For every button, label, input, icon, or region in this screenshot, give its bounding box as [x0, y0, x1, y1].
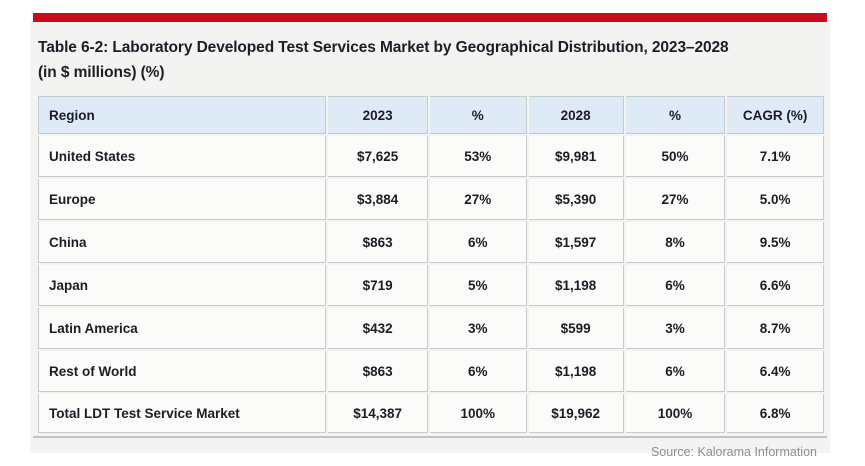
top-accent-bar: [33, 13, 827, 22]
cell-2023-value: $719: [328, 265, 428, 307]
table-row-europe: Europe $3,884 27% $5,390 27% 5.0%: [38, 179, 824, 221]
cell-2028-value: $1,198: [528, 351, 624, 393]
header-row: Region 2023 % 2028 % CAGR (%): [38, 96, 824, 135]
column-header-2023: 2023: [328, 96, 428, 135]
table-title-line1: Table 6-2: Laboratory Developed Test Ser…: [38, 39, 729, 56]
cell-2028-value: $1,198: [528, 265, 624, 307]
table-title-line2: (in $ millions) (%): [38, 64, 165, 82]
cell-2023-value: $863: [328, 351, 428, 393]
table-row-latin-america: Latin America $432 3% $599 3% 8.7%: [38, 308, 824, 350]
table-body: United States $7,625 53% $9,981 50% 7.1%…: [38, 136, 824, 434]
cell-2028-value: $599: [528, 308, 624, 350]
cell-region: United States: [38, 136, 327, 178]
cell-2028-share: 50%: [625, 136, 726, 178]
cell-2028-share: 6%: [625, 351, 726, 393]
cell-2028-value-total: $19,962: [528, 394, 624, 434]
table-row-rest-of-world: Rest of World $863 6% $1,198 6% 6.4%: [38, 351, 824, 393]
table-row-japan: Japan $719 5% $1,198 6% 6.6%: [38, 265, 824, 307]
cell-2023-share: 6%: [429, 222, 527, 264]
cell-2028-value: $5,390: [528, 179, 624, 221]
cell-cagr: 8.7%: [727, 308, 824, 350]
cell-2028-share: 27%: [625, 179, 726, 221]
cell-2023-value: $7,625: [328, 136, 428, 178]
cell-cagr: 6.4%: [727, 351, 824, 393]
cell-2028-value: $9,981: [528, 136, 624, 178]
table-header: Region 2023 % 2028 % CAGR (%): [38, 96, 824, 135]
report-panel: Table 6-2: Laboratory Developed Test Ser…: [30, 22, 830, 459]
cell-2028-value: $1,597: [528, 222, 624, 264]
column-header-cagr: CAGR (%): [727, 96, 824, 135]
cell-2028-share-total: 100%: [625, 394, 726, 434]
cell-2023-share: 3%: [429, 308, 527, 350]
source-note: Source: Kalorama Information: [650, 445, 817, 460]
cell-2028-share: 6%: [625, 265, 726, 307]
table-row-china: China $863 6% $1,597 8% 9.5%: [38, 222, 824, 264]
cell-cagr: 5.0%: [727, 179, 824, 221]
column-header-2023-share: %: [429, 96, 527, 135]
cell-region: Latin America: [38, 308, 327, 350]
cell-2023-share: 27%: [429, 179, 527, 221]
cell-cagr: 9.5%: [727, 222, 824, 264]
cell-2028-share: 8%: [625, 222, 726, 264]
cell-2023-share-total: 100%: [429, 394, 527, 434]
column-header-2028: 2028: [528, 96, 624, 135]
table-title: Table 6-2: Laboratory Developed Test Ser…: [30, 22, 830, 85]
cell-region: Rest of World: [38, 351, 327, 393]
table-container: Region 2023 % 2028 % CAGR (%) United Sta…: [36, 94, 826, 435]
cell-region: China: [38, 222, 327, 264]
cell-2023-share: 5%: [429, 265, 527, 307]
column-header-2028-share: %: [625, 96, 726, 135]
cell-2028-share: 3%: [625, 308, 726, 350]
cell-region: Japan: [38, 265, 327, 307]
cell-2023-share: 53%: [429, 136, 527, 178]
cell-cagr: 6.6%: [727, 265, 824, 307]
cell-cagr: 7.1%: [727, 136, 824, 178]
cell-cagr-total: 6.8%: [727, 394, 824, 434]
cell-2023-value-total: $14,387: [328, 394, 428, 434]
cell-region-total: Total LDT Test Service Market: [38, 394, 327, 434]
table-bottom-divider: [33, 436, 827, 439]
market-data-table: Region 2023 % 2028 % CAGR (%) United Sta…: [36, 94, 826, 435]
cell-2023-share: 6%: [429, 351, 527, 393]
cell-region: Europe: [38, 179, 327, 221]
column-header-region: Region: [38, 96, 327, 135]
cell-2023-value: $863: [328, 222, 428, 264]
cell-2023-value: $432: [328, 308, 428, 350]
table-row-united-states: United States $7,625 53% $9,981 50% 7.1%: [38, 136, 824, 178]
cell-2023-value: $3,884: [328, 179, 428, 221]
table-row-total: Total LDT Test Service Market $14,387 10…: [38, 394, 824, 434]
